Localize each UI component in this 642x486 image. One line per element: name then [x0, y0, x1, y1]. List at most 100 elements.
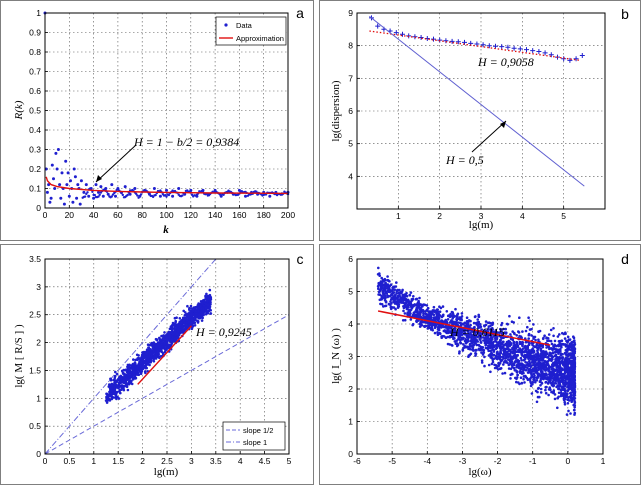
- data-point: [110, 392, 113, 395]
- data-point: [120, 386, 124, 390]
- data-point: [168, 334, 172, 337]
- data-point: [524, 47, 529, 53]
- data-point: [139, 364, 142, 368]
- data-point: [184, 325, 187, 328]
- data-point: [433, 331, 437, 335]
- data-point: [205, 292, 208, 296]
- data-point: [53, 187, 57, 190]
- data-point: [513, 369, 517, 372]
- data-point: [458, 352, 461, 355]
- data-point: [545, 373, 548, 377]
- data-point: [436, 315, 440, 319]
- data-point: [147, 346, 151, 350]
- data-point: [532, 363, 536, 366]
- data-point: [75, 196, 79, 200]
- x-axis-label: lg(ω): [468, 466, 491, 478]
- x-tick-label: 20: [65, 210, 75, 220]
- data-point: [518, 382, 521, 386]
- data-point: [113, 385, 116, 389]
- data-point: [559, 339, 563, 343]
- y-tick-label: 0.5: [29, 106, 41, 116]
- data-point: [479, 335, 483, 339]
- data-point: [468, 353, 472, 357]
- data-point: [76, 183, 80, 187]
- data-point: [569, 384, 572, 388]
- y-tick-label: 3.5: [29, 254, 41, 264]
- data-point: [547, 339, 551, 343]
- data-point: [50, 163, 54, 167]
- data-point: [564, 370, 568, 374]
- legend-box: [215, 16, 287, 46]
- data-point: [418, 296, 421, 300]
- data-point: [388, 280, 391, 283]
- data-point: [69, 179, 72, 183]
- data-point: [91, 190, 94, 193]
- data-point: [572, 364, 576, 368]
- data-point: [564, 392, 567, 395]
- data-point: [268, 194, 272, 198]
- y-tick-label: 1: [36, 8, 41, 18]
- data-point: [473, 315, 477, 319]
- data-point: [568, 342, 572, 346]
- data-point: [544, 391, 548, 395]
- data-point: [507, 367, 511, 370]
- data-point: [532, 354, 535, 357]
- data-point: [121, 193, 125, 197]
- data-point: [543, 334, 546, 338]
- data-point: [135, 353, 139, 357]
- data-point: [554, 360, 557, 363]
- data-point: [559, 342, 562, 346]
- data-point: [455, 39, 461, 45]
- data-point: [540, 371, 543, 374]
- x-tick-label: -6: [353, 456, 361, 466]
- data-point: [408, 309, 412, 313]
- data-point: [516, 358, 520, 362]
- data-point: [432, 305, 436, 309]
- data-point: [499, 350, 502, 353]
- data-point: [495, 337, 499, 341]
- data-point: [84, 183, 88, 187]
- data-point: [499, 367, 502, 371]
- data-point: [542, 350, 546, 354]
- data-point: [407, 299, 410, 303]
- data-point: [526, 352, 529, 356]
- data-point: [561, 331, 564, 335]
- data-point: [533, 369, 537, 373]
- data-point: [560, 356, 563, 360]
- data-point: [48, 200, 52, 204]
- data-point: [561, 367, 564, 371]
- data-point: [195, 194, 199, 198]
- data-point: [552, 384, 555, 388]
- data-point: [183, 192, 187, 196]
- data-point: [208, 288, 212, 292]
- data-point: [383, 304, 387, 308]
- data-point: [444, 336, 448, 340]
- data-point: [380, 295, 384, 299]
- axes-box: [44, 12, 289, 209]
- data-point: [506, 355, 510, 358]
- data-point: [209, 312, 213, 315]
- data-point: [557, 395, 560, 399]
- data-point: [178, 326, 182, 329]
- data-point: [156, 343, 160, 347]
- data-point: [424, 312, 428, 316]
- data-point: [568, 338, 572, 341]
- data-point: [550, 366, 554, 370]
- y-tick-label: 6: [348, 106, 353, 116]
- data-point: [446, 318, 450, 321]
- data-point: [525, 346, 529, 350]
- data-point: [567, 378, 570, 381]
- data-point: [159, 354, 163, 358]
- y-axis-label: lg( I_N (ω) ): [330, 328, 342, 384]
- data-point: [415, 297, 419, 301]
- data-point: [146, 355, 149, 358]
- data-point: [142, 356, 146, 360]
- data-point: [184, 323, 188, 326]
- data-point: [180, 319, 183, 322]
- data-point: [498, 340, 501, 344]
- data-point: [196, 320, 200, 323]
- data-point: [558, 382, 561, 386]
- data-point: [138, 368, 141, 371]
- data-point: [522, 368, 526, 371]
- reference-line: [369, 15, 585, 187]
